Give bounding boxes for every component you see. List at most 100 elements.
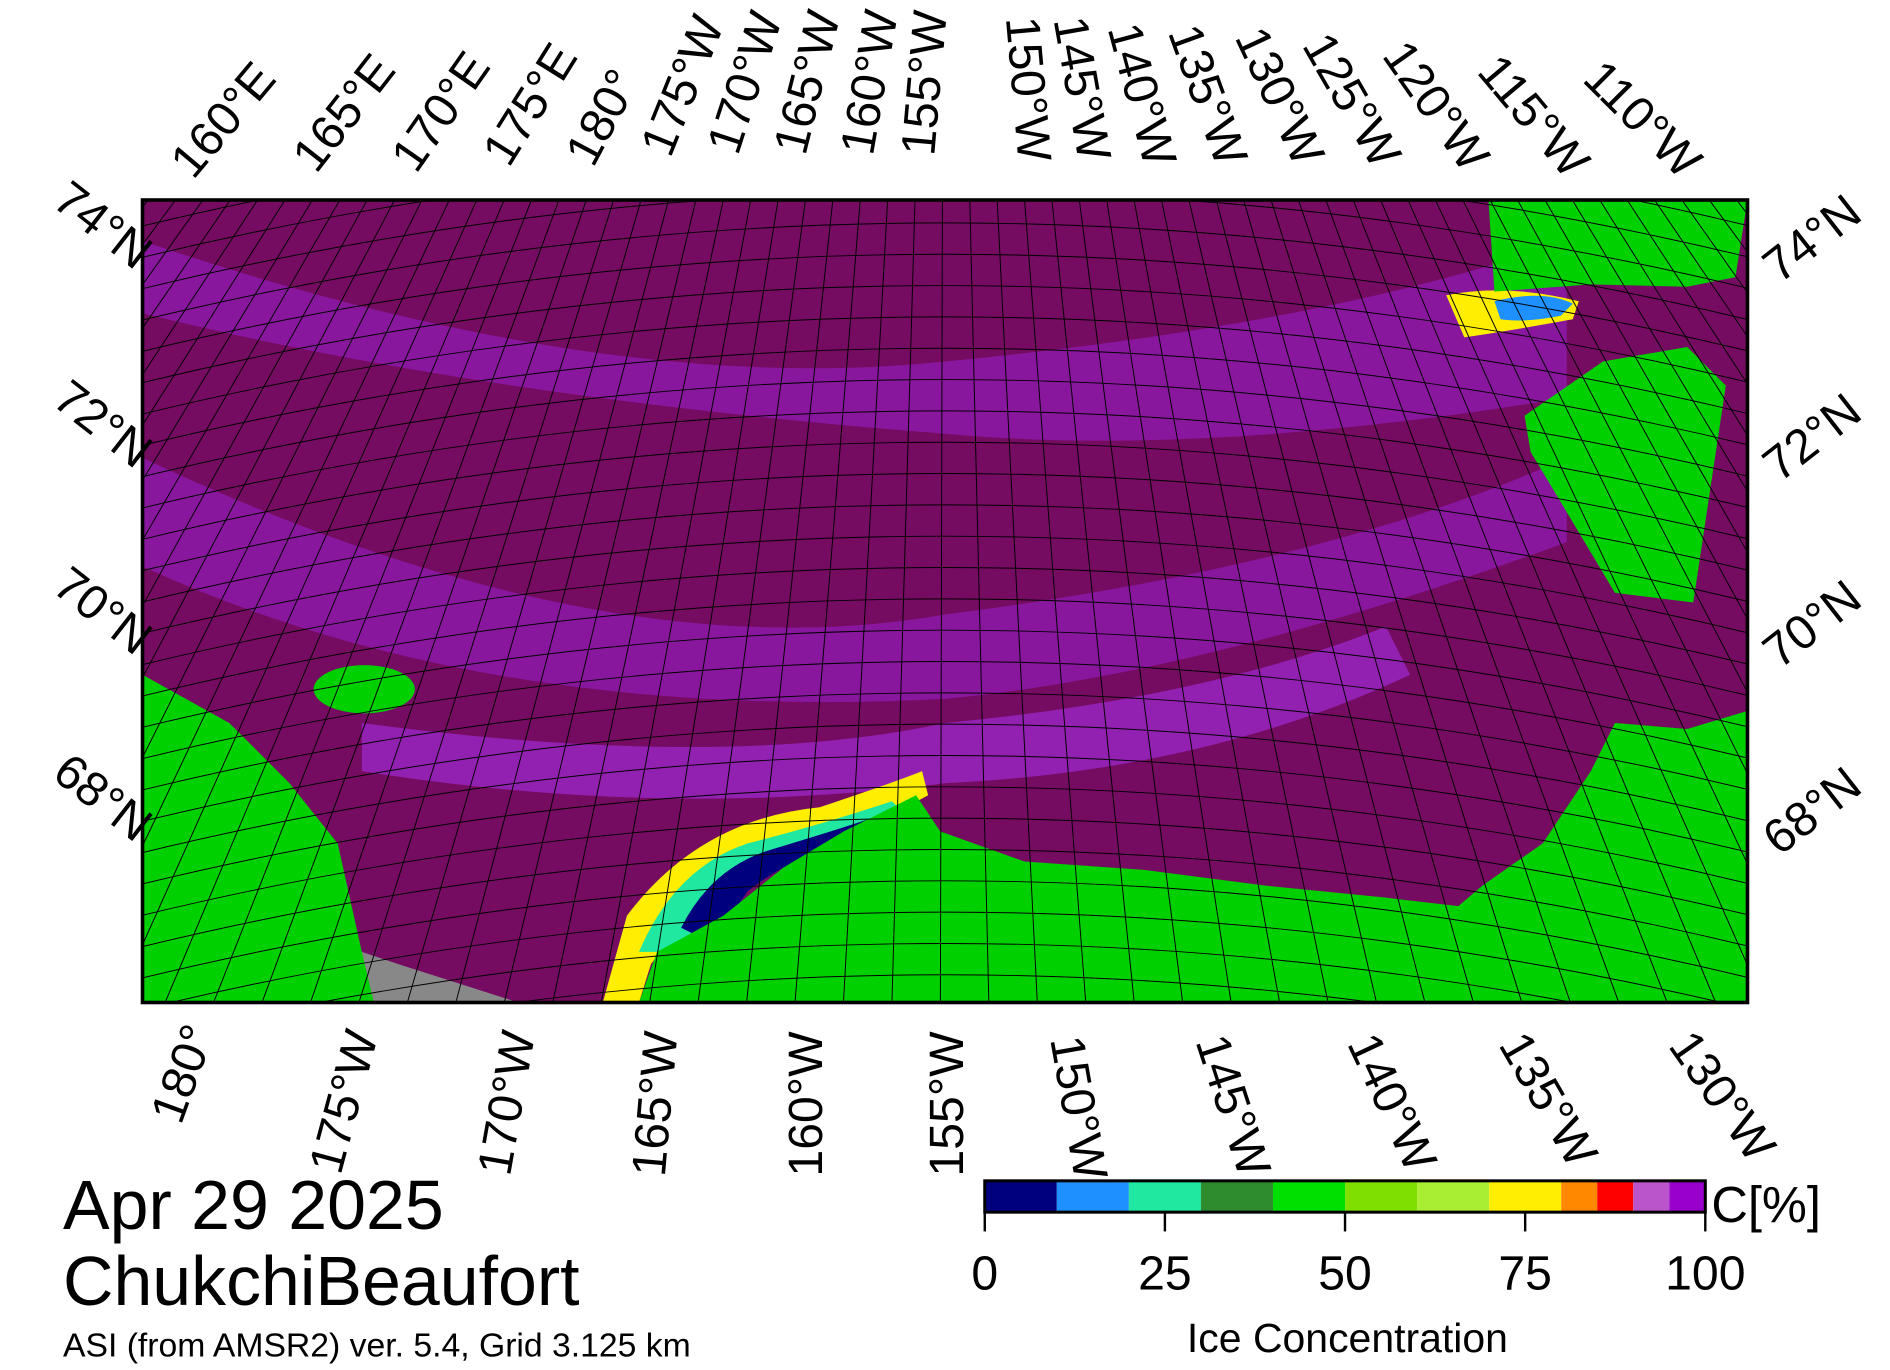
bottom-lon-label: 145°W <box>1185 1028 1281 1183</box>
meridian <box>1434 200 1748 866</box>
parallel <box>142 504 1748 603</box>
map-frame <box>140 198 1750 1005</box>
parallel <box>142 316 1748 415</box>
meridian <box>600 200 752 1003</box>
parallel <box>142 379 1748 478</box>
parallel <box>142 285 1748 384</box>
bottom-lon-label: 180° <box>141 1018 226 1130</box>
meridian <box>1243 200 1474 1003</box>
colorbar: 0 25 50 75 100 <box>971 1179 1746 1300</box>
parallel <box>142 473 1748 572</box>
parallel <box>142 222 1748 321</box>
land <box>1488 200 1748 292</box>
meridian <box>142 200 478 946</box>
meridian <box>969 200 990 1003</box>
land <box>1524 347 1726 603</box>
colorbar-label: Ice Concentration <box>1187 1315 1508 1361</box>
meridian <box>1352 200 1668 1003</box>
meridian <box>1462 200 1748 775</box>
meridian <box>455 200 669 1003</box>
ice-band <box>142 240 1567 441</box>
top-lon-label: 170°E <box>381 42 501 181</box>
colorbar-tick-label: 75 <box>1498 1246 1552 1300</box>
meridian <box>746 200 834 1003</box>
colorbar-tick-label: 25 <box>1138 1246 1192 1300</box>
parallel <box>142 441 1748 540</box>
colorbar-tick-label: 50 <box>1318 1246 1372 1300</box>
meridian <box>503 200 697 1003</box>
parallel <box>142 535 1748 634</box>
bottom-lon-label: 160°W <box>779 1031 833 1177</box>
colorbar-segment <box>1128 1180 1201 1213</box>
meridian <box>1297 200 1571 1003</box>
colorbar-tick-label: 100 <box>1665 1246 1745 1300</box>
parallel <box>142 692 1748 791</box>
colorbar-segment <box>1417 1180 1490 1213</box>
colorbar-unit: C[%] <box>1711 1176 1821 1233</box>
colorbar-segment <box>1633 1180 1670 1213</box>
bottom-lon-label: 155°W <box>920 1031 974 1177</box>
bottom-lon-label: 130°W <box>1658 1021 1786 1171</box>
parallel <box>316 942 1576 1003</box>
right-lat-label: 68°N <box>1753 757 1871 866</box>
meridian <box>1380 200 1717 1003</box>
parallel <box>142 880 1748 979</box>
right-lat-label: 72°N <box>1753 383 1871 492</box>
no-data <box>361 951 519 1003</box>
parallel <box>142 629 1748 728</box>
meridian <box>1078 200 1184 1003</box>
meridian <box>891 200 916 1003</box>
top-lon-label: 115°W <box>1467 45 1600 189</box>
parallel <box>142 848 1748 948</box>
parallel <box>168 911 1724 1003</box>
top-lon-label: 150°W <box>995 14 1061 164</box>
colorbar-segment <box>1669 1180 1706 1213</box>
top-lon-label: 155°W <box>891 8 957 158</box>
meridian <box>261 200 560 1003</box>
parallel <box>142 200 1748 290</box>
bottom-lon-label: 140°W <box>1337 1025 1448 1180</box>
graticule <box>142 200 1748 1003</box>
polynya <box>1494 295 1573 321</box>
meridian <box>1270 200 1523 1003</box>
meridian <box>794 200 861 1003</box>
meridian <box>697 200 806 1003</box>
top-lon-label: 110°W <box>1573 50 1712 189</box>
meridian <box>649 200 779 1003</box>
right-lat-label: 70°N <box>1753 570 1871 679</box>
ice-band <box>361 626 1411 799</box>
meridian <box>358 200 615 1003</box>
top-lon-label: 160°E <box>160 52 286 188</box>
meridian <box>1133 200 1281 1003</box>
meridian <box>1325 200 1620 1003</box>
parallel <box>142 567 1748 666</box>
bottom-lon-label: 135°W <box>1488 1023 1608 1176</box>
meridian <box>164 200 505 1003</box>
meridian <box>406 200 642 1003</box>
colorbar-segment <box>1597 1180 1634 1213</box>
parallel <box>142 786 1748 885</box>
source: ASI (from AMSR2) ver. 5.4, Grid 3.125 km <box>63 1327 691 1365</box>
parallel <box>512 974 1379 1003</box>
land <box>638 710 1748 1003</box>
meridian <box>213 200 533 1003</box>
colorbar-segment <box>1489 1180 1562 1213</box>
meridian <box>996 200 1038 1003</box>
meridian <box>842 200 889 1003</box>
parallel <box>142 817 1748 916</box>
bottom-lon-label: 165°W <box>622 1029 688 1179</box>
top-lon-label: 165°E <box>282 44 406 181</box>
date: Apr 29 2025 <box>63 1166 444 1244</box>
meridian <box>309 200 587 1003</box>
meridian <box>552 200 724 1003</box>
parallel <box>142 410 1748 509</box>
bottom-lon-label: 150°W <box>1039 1032 1117 1185</box>
parallel <box>142 755 1748 854</box>
parallel <box>142 723 1748 822</box>
colorbar-segment <box>1272 1180 1346 1213</box>
colorbar-tick-label: 0 <box>971 1246 998 1300</box>
colorbar-segment <box>1561 1180 1598 1213</box>
meridian <box>1161 200 1329 1003</box>
